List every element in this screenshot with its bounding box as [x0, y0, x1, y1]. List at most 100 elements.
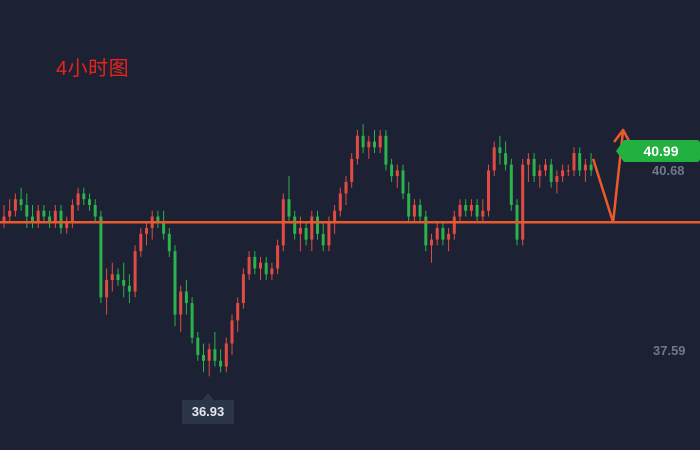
candle-body [538, 170, 542, 177]
candle-body [464, 205, 468, 211]
candle-body [589, 164, 593, 171]
candle-body [236, 303, 240, 321]
candle-body [316, 216, 319, 234]
candle-body [82, 193, 86, 200]
candle-body [532, 158, 536, 177]
candle-body [401, 170, 405, 194]
candle-body [492, 147, 496, 171]
candle-body [99, 216, 103, 298]
candle-body [521, 164, 525, 240]
candle-body [412, 205, 416, 217]
candle-body [310, 216, 314, 240]
candle-body [390, 164, 394, 177]
candle-body [487, 170, 490, 211]
candle-body [196, 337, 200, 355]
candle-body [293, 216, 297, 234]
candle-body [241, 274, 245, 304]
level-price-label: 40.68 [652, 163, 685, 178]
candle-body [2, 216, 6, 223]
candle-body [270, 268, 274, 275]
candle-body [156, 216, 160, 223]
candle-body [162, 222, 166, 234]
candle-body [116, 274, 120, 280]
candle-body [88, 199, 91, 205]
candle-body [36, 210, 40, 223]
candle-body [184, 291, 188, 304]
low-price-label: 36.93 [182, 393, 234, 424]
candle-body [219, 360, 223, 367]
candle-body [355, 135, 359, 159]
candle-body [42, 210, 46, 217]
candle-body [344, 181, 348, 194]
candle-body [424, 216, 428, 246]
candle-body [418, 205, 422, 217]
candle-body [304, 228, 308, 240]
candle-body [395, 170, 399, 177]
candle-body [407, 193, 411, 217]
candle-body [19, 199, 23, 205]
candle-body [48, 216, 52, 223]
candle-body [207, 349, 211, 361]
candle-body [338, 193, 342, 211]
candle-body [25, 205, 29, 217]
candle-body [70, 205, 74, 223]
candle-body [441, 228, 445, 240]
candle-body [435, 228, 439, 240]
candle-body [447, 233, 451, 240]
candle-body [298, 228, 302, 234]
chart-title: 4小时图 [56, 58, 130, 80]
candle-body [287, 199, 291, 217]
candle-body [566, 170, 570, 172]
candle-body [333, 210, 337, 223]
candle-body [127, 285, 131, 292]
candle-body [578, 153, 582, 171]
candle-body [327, 222, 331, 246]
candle-body [481, 210, 485, 217]
candle-body [561, 170, 565, 177]
candle-body [572, 153, 576, 171]
candle-body [555, 176, 559, 182]
candle-body [475, 205, 479, 217]
candle-body [213, 349, 217, 361]
candle-body [469, 205, 473, 211]
candle-body [253, 256, 257, 269]
candle-body [498, 147, 502, 154]
candle-body [373, 141, 376, 148]
candle-body [259, 262, 262, 269]
candle-body [504, 153, 508, 165]
candle-body [105, 280, 109, 298]
projection-arrow-head [613, 128, 632, 144]
candle-body [122, 280, 126, 286]
candle-body [167, 233, 171, 252]
candle-body [384, 135, 388, 165]
candle-body [76, 193, 80, 205]
candle-body [110, 274, 114, 280]
candle-body [224, 343, 228, 367]
candle-body [509, 164, 513, 205]
candle-body [526, 158, 530, 165]
candle-body [247, 256, 251, 275]
candle-body [452, 216, 456, 234]
candle-body [549, 164, 553, 182]
candle-body [544, 164, 547, 171]
candle-body [230, 320, 234, 344]
candle-body [276, 245, 280, 269]
candle-body [13, 199, 17, 211]
candle-body [59, 210, 63, 229]
candle-body [378, 135, 382, 148]
axis-tick-label: 37.59 [653, 343, 686, 358]
candle-body [145, 228, 148, 234]
candle-body [367, 141, 371, 148]
candle-body [350, 158, 354, 182]
candle-body [458, 205, 462, 217]
candle-body [430, 239, 433, 246]
candle-body [139, 233, 143, 252]
candle-body [179, 291, 183, 315]
candle-body [8, 210, 12, 217]
candle-body [190, 303, 194, 338]
current-price-tag: 40.99 [616, 140, 700, 162]
candle-body [321, 233, 325, 246]
candle-body [65, 222, 69, 229]
